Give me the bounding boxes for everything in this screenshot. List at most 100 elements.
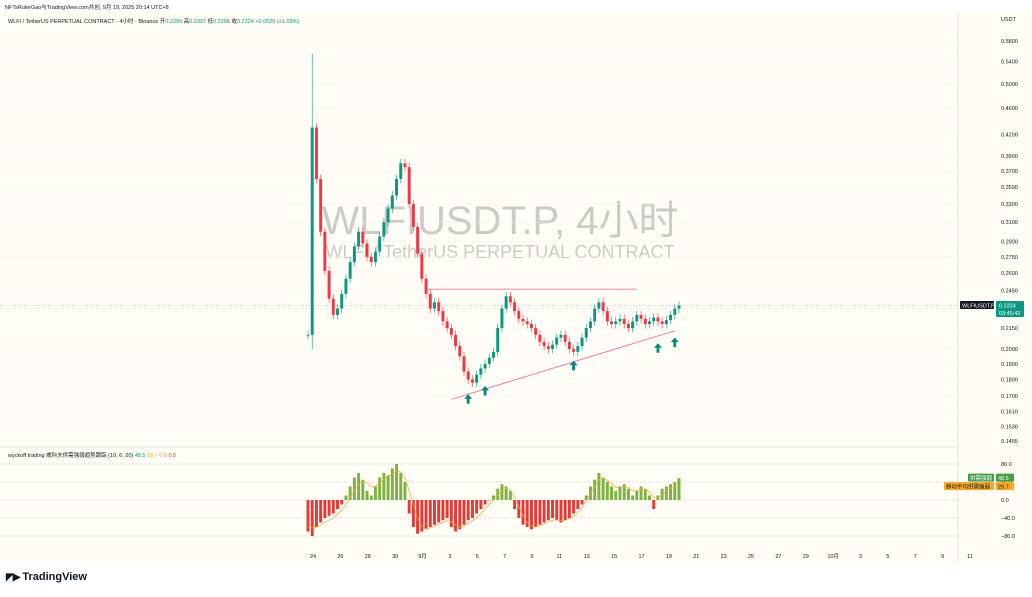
candle-body <box>525 321 529 325</box>
last-price-tag <box>996 301 1024 318</box>
oscillator-bar <box>664 486 668 500</box>
oscillator-bar <box>648 495 651 500</box>
buy-arrow-icon <box>569 360 578 371</box>
oscillator-bar <box>395 464 399 500</box>
oscillator-bar <box>580 500 584 505</box>
oscillator-bar <box>445 500 449 518</box>
high-label: 高 <box>183 19 190 25</box>
last-price-text: 0.2324 <box>999 304 1016 310</box>
oscillator-bar <box>504 486 508 500</box>
candle-body <box>664 320 668 325</box>
close-value: 0.2324 <box>236 19 254 25</box>
oscillator-bar <box>572 500 576 514</box>
oscillator-bar <box>420 500 424 532</box>
indicator-value-3: 0.0 <box>159 453 167 459</box>
candle-body <box>517 311 521 319</box>
candle-body <box>454 334 458 347</box>
oscillator-bar <box>365 491 369 500</box>
oscillator-bar <box>352 477 356 500</box>
candle-body <box>399 163 403 179</box>
watermark-title: WLFIUSDT.P, 4小时 <box>321 199 678 243</box>
time-tick-label: 11 <box>557 554 563 560</box>
ma-label: 移动平均供需强弱 <box>946 483 991 491</box>
oscillator-bar <box>673 482 677 500</box>
oscillator-bar <box>331 500 335 514</box>
oscillator-bar <box>403 482 407 500</box>
oscillator-bar <box>407 500 411 514</box>
oscillator-bar <box>428 500 432 527</box>
candle-body <box>411 204 415 227</box>
oscillator-bar <box>534 500 538 527</box>
candle-body <box>508 296 512 303</box>
oscillator-bar <box>546 500 550 521</box>
price-tick-label: 0.2000 <box>1001 347 1018 353</box>
time-tick-label: 9 <box>530 554 533 560</box>
price-tick-label: 0.2600 <box>1001 271 1018 277</box>
price-tick-label: 0.5000 <box>1001 82 1018 88</box>
candle-body <box>437 302 441 312</box>
ma-value-tag <box>996 482 1014 491</box>
candle-body <box>361 231 365 244</box>
time-tick-label: 13 <box>584 554 590 560</box>
buy-arrow-icon <box>653 343 662 353</box>
currency-label[interactable]: USDT <box>1001 17 1016 23</box>
candle-body <box>424 278 428 294</box>
publish-info: NFTsRulerGao与TradingView.com共创, 9月 19, 2… <box>5 5 169 11</box>
candle-body <box>626 324 630 329</box>
supply-demand-label: 供需强弱 <box>970 474 993 482</box>
oscillator-bar <box>496 488 500 500</box>
time-tick-label: 5 <box>886 554 889 560</box>
time-tick-label: 29 <box>803 554 809 560</box>
candle-body <box>542 341 546 347</box>
oscillator-bar <box>454 500 458 532</box>
symbol-line[interactable]: WLFI / TetherUS PERPETUAL CONTRACT · 4小时… <box>8 19 159 25</box>
tradingview-logo[interactable]: ◤▶ TradingView <box>6 571 87 583</box>
oscillator-bar <box>310 500 314 536</box>
candle-body <box>656 317 660 322</box>
candle-body <box>336 308 339 315</box>
oscillator-bar <box>669 484 673 500</box>
candle-body <box>340 293 344 309</box>
candle-body <box>648 321 651 325</box>
price-tick-label: 0.2450 <box>1001 288 1018 294</box>
candle-body <box>614 321 618 325</box>
oscillator-bar <box>639 486 643 500</box>
candle-body <box>584 328 588 338</box>
candle-body <box>433 302 436 309</box>
oscillator-bar <box>483 500 487 505</box>
candle-body <box>622 318 626 325</box>
oscillator-bar <box>677 478 681 500</box>
symbol-tag <box>960 301 994 310</box>
candle-body <box>323 231 327 271</box>
close-label: 收 <box>231 19 237 25</box>
price-tick-label: 0.3900 <box>1001 154 1018 160</box>
candle-body <box>487 357 491 364</box>
candle-body <box>462 356 466 372</box>
candle-body <box>588 321 592 329</box>
price-tick-label: 0.5400 <box>1001 60 1018 66</box>
price-axis-background <box>958 12 1032 562</box>
candle-body <box>382 222 386 237</box>
candle-body <box>529 324 533 329</box>
candle-body <box>445 321 449 329</box>
candle-body <box>416 226 420 254</box>
oscillator-bar <box>433 500 436 525</box>
price-tick-label: 0.4200 <box>1001 132 1018 138</box>
time-tick-label: 25 <box>748 554 754 560</box>
candle-body <box>331 298 335 315</box>
candle-body <box>601 302 605 312</box>
oscillator-tick-label: 80.0 <box>1001 462 1012 468</box>
time-axis-ticks: 24 26 28 30 9月 3 5 7 9 11 13 15 17 19 21 23 25 27 29 10月 3 5 7… <box>310 553 973 560</box>
time-tick-label: 17 <box>638 554 644 560</box>
buy-arrow-icon <box>670 337 679 348</box>
oscillator-bar <box>513 500 517 509</box>
candle-body <box>449 328 453 335</box>
low-value: 0.2296 <box>213 19 230 25</box>
indicator-header[interactable]: wyckoff trading 威科夫供需强弱趋势跟踪 (10, 6, 20) … <box>8 451 176 459</box>
price-tick-label: 0.1700 <box>1001 394 1018 400</box>
oscillator-bar <box>643 488 647 500</box>
time-tick-label: 7 <box>914 554 917 560</box>
